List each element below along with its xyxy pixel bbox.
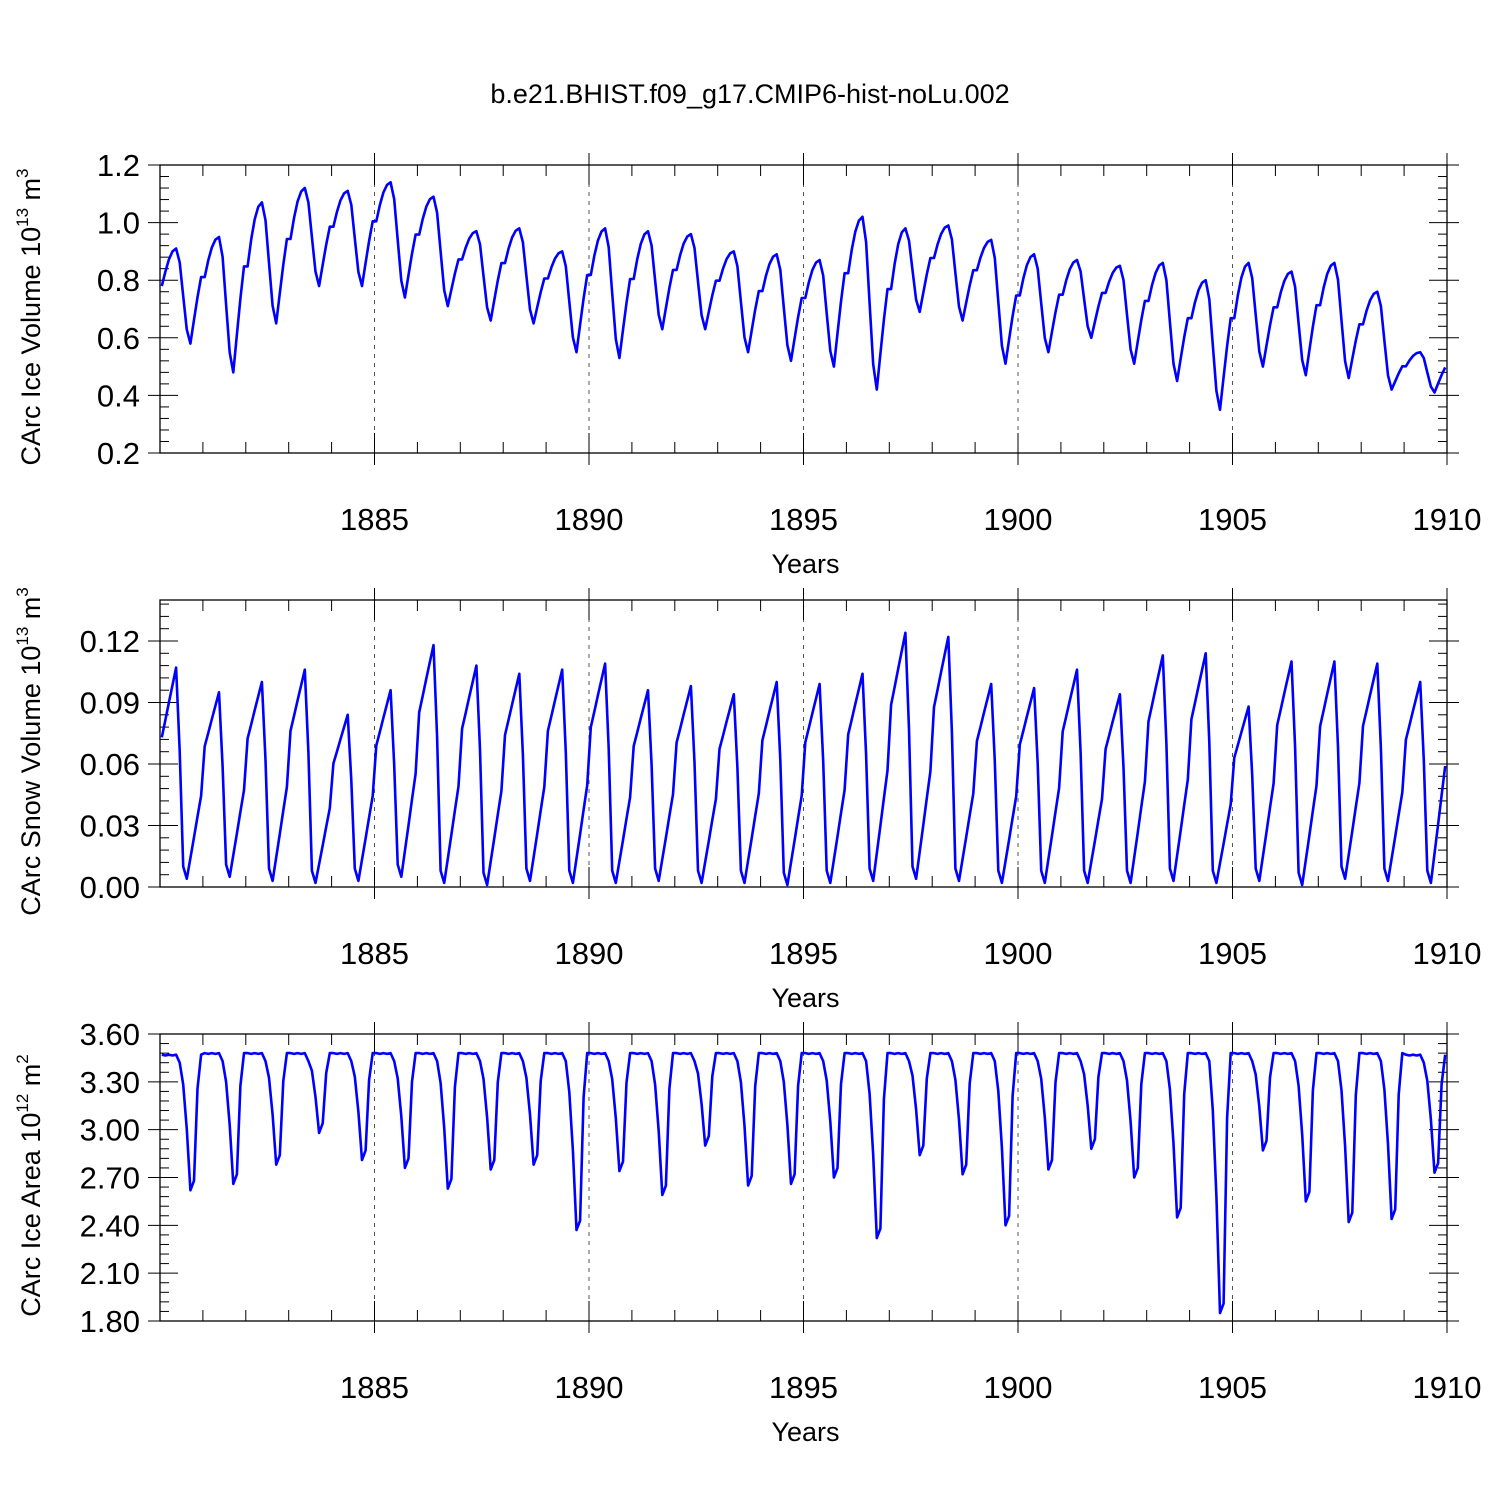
y-tick-label: 1.2 <box>97 148 140 183</box>
y-tick-label: 0.00 <box>80 870 140 905</box>
panel-1: 0.2 0.4 0.6 0.8 1.0 1.2 1885 1890 1895 1900 1905 19… <box>13 148 1481 579</box>
y-tick-label: 1.80 <box>80 1304 140 1339</box>
y-tick-label: 3.30 <box>80 1065 140 1100</box>
x-tick-label: 1890 <box>555 502 624 537</box>
y-tick-label: 0.06 <box>80 747 140 782</box>
x-tick-label: 1895 <box>769 1370 838 1405</box>
panel-2: 0.00 0.03 0.06 0.09 0.12 1885 1890 1895 1900 1905… <box>13 587 1481 1013</box>
x-tick-label: 1885 <box>340 502 409 537</box>
y-tick-label: 0.09 <box>80 686 140 721</box>
panel-3: 1.80 2.10 2.40 2.70 3.00 3.30 3.60 1885 1890 1895… <box>13 1017 1481 1447</box>
plot-frame <box>159 599 1448 888</box>
x-tick-label: 1910 <box>1413 1370 1482 1405</box>
x-tick-label: 1905 <box>1198 502 1267 537</box>
y-axis-label: CArc Snow Volume 1013 m3 <box>13 587 46 916</box>
plot-frame <box>159 164 1448 454</box>
x-axis-label: Years <box>771 1417 839 1447</box>
x-tick-label: 1900 <box>984 936 1053 971</box>
y-axis-label: CArc Ice Volume 1013 m3 <box>13 168 46 465</box>
y-tick-label: 0.6 <box>97 321 140 356</box>
x-tick-label: 1910 <box>1413 502 1482 537</box>
series-line <box>161 1051 1447 1315</box>
y-tick-label: 0.03 <box>80 809 140 844</box>
x-tick-label: 1890 <box>555 936 624 971</box>
x-tick-label: 1900 <box>984 1370 1053 1405</box>
x-tick-label: 1895 <box>769 502 838 537</box>
x-axis-label: Years <box>771 549 839 579</box>
y-tick-label: 0.12 <box>80 624 140 659</box>
y-tick-label: 0.2 <box>97 436 140 471</box>
x-tick-label: 1885 <box>340 1370 409 1405</box>
series-line <box>160 181 1447 412</box>
x-tick-label: 1890 <box>555 1370 624 1405</box>
figure-title: b.e21.BHIST.f09_g17.CMIP6-hist-noLu.002 <box>490 79 1009 109</box>
x-tick-label: 1905 <box>1198 1370 1267 1405</box>
y-tick-label: 0.8 <box>97 263 140 298</box>
series-line <box>160 631 1447 887</box>
y-tick-label: 0.4 <box>97 378 140 413</box>
y-tick-label: 3.60 <box>80 1017 140 1052</box>
x-tick-label: 1910 <box>1413 936 1482 971</box>
y-tick-label: 2.10 <box>80 1256 140 1291</box>
y-tick-label: 3.00 <box>80 1113 140 1148</box>
y-tick-label: 1.0 <box>97 206 140 241</box>
y-tick-label: 2.40 <box>80 1208 140 1243</box>
y-tick-label: 2.70 <box>80 1161 140 1196</box>
panels: 0.2 0.4 0.6 0.8 1.0 1.2 1885 1890 1895 1900 1905 19… <box>13 148 1481 1447</box>
x-tick-label: 1905 <box>1198 936 1267 971</box>
x-tick-label: 1900 <box>984 502 1053 537</box>
x-axis-label: Years <box>771 983 839 1013</box>
x-tick-label: 1885 <box>340 936 409 971</box>
plot-frame <box>159 1033 1448 1322</box>
y-axis-label: CArc Ice Area 1012 m2 <box>13 1054 46 1317</box>
x-tick-label: 1895 <box>769 936 838 971</box>
